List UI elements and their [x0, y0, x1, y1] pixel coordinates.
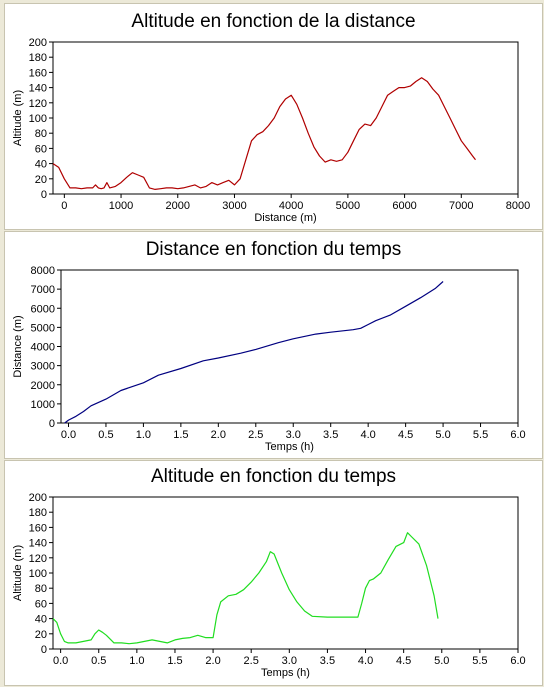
- y-tick-label: 120: [29, 98, 47, 110]
- x-tick-label: 3.0: [286, 429, 301, 441]
- y-tick-label: 180: [29, 52, 47, 64]
- x-tick-label: 1.0: [129, 655, 144, 667]
- y-tick-label: 0: [41, 189, 47, 201]
- chart-altitude-distance: Altitude en fonction de la distance 0 20 40…: [12, 11, 530, 224]
- y-tick-label: 5000: [31, 322, 55, 334]
- y-tick-label: 60: [35, 598, 47, 610]
- x-tick-label: 3000: [222, 200, 246, 212]
- y-tick-label: 8000: [31, 265, 55, 277]
- x-tick-label: 5.5: [472, 655, 487, 667]
- x-tick-label: 5.5: [473, 429, 488, 441]
- x-tick-label: 5.0: [435, 429, 450, 441]
- y-tick-label: 2000: [31, 380, 55, 392]
- y-tick-label: 20: [35, 629, 47, 641]
- y-tick-label: 4000: [31, 342, 55, 354]
- y-tick-label: 120: [29, 553, 47, 565]
- x-tick-label: 3.5: [320, 655, 335, 667]
- chart-panel-altitude-distance: Altitude en fonction de la distance 0 20 40…: [4, 3, 543, 230]
- y-tick-label: 160: [29, 67, 47, 79]
- x-tick-label: 1.0: [136, 429, 151, 441]
- x-tick-label: 1000: [109, 200, 133, 212]
- x-tick-label: 6.0: [510, 655, 525, 667]
- y-tick-label: 200: [29, 37, 47, 49]
- y-axis-label: Altitude (m): [12, 545, 24, 601]
- y-tick-label: 100: [29, 113, 47, 125]
- chart-distance-temps: Distance en fonction du temps 0 1000 2000 30…: [12, 239, 526, 453]
- y-axis-label: Altitude (m): [12, 90, 24, 146]
- x-tick-label: 4000: [279, 200, 303, 212]
- y-tick-label: 7000: [31, 284, 55, 296]
- series-line: [64, 281, 444, 424]
- x-tick-label: 4.5: [398, 429, 413, 441]
- x-tick-label: 2.0: [205, 655, 220, 667]
- plot-frame: [52, 496, 519, 650]
- chart-title: Altitude en fonction de la distance: [131, 11, 415, 32]
- x-tick-label: 2.5: [244, 655, 259, 667]
- y-tick-label: 80: [35, 583, 47, 595]
- y-tick-label: 3000: [31, 361, 55, 373]
- x-tick-label: 1.5: [173, 429, 188, 441]
- x-tick-label: 1.5: [167, 655, 182, 667]
- y-tick-label: 40: [35, 159, 47, 171]
- y-tick-label: 80: [35, 128, 47, 140]
- x-tick-label: 2.0: [211, 429, 226, 441]
- y-tick-label: 1000: [31, 399, 55, 411]
- chart-panel-altitude-temps: Altitude en fonction du temps 0 20 40 60 80 10…: [4, 460, 543, 686]
- y-tick-label: 40: [35, 614, 47, 626]
- x-tick-label: 4.0: [358, 655, 373, 667]
- y-tick-label: 140: [29, 83, 47, 95]
- x-tick-label: 7000: [449, 200, 473, 212]
- y-tick-label: 60: [35, 143, 47, 155]
- x-tick-label: 3.0: [282, 655, 297, 667]
- y-tick-label: 180: [29, 507, 47, 519]
- chart-title: Distance en fonction du temps: [146, 239, 402, 260]
- y-tick-label: 0: [41, 644, 47, 656]
- x-tick-label: 8000: [506, 200, 530, 212]
- x-tick-label: 3.5: [323, 429, 338, 441]
- x-axis-label: Temps (h): [261, 667, 310, 679]
- x-tick-label: 0.0: [61, 429, 76, 441]
- series-line: [52, 77, 476, 190]
- y-tick-label: 6000: [31, 303, 55, 315]
- y-tick-label: 0: [49, 418, 55, 430]
- y-tick-label: 20: [35, 174, 47, 186]
- x-axis-label: Temps (h): [265, 441, 314, 453]
- plot-frame: [60, 269, 519, 424]
- x-tick-label: 4.5: [396, 655, 411, 667]
- y-tick-label: 140: [29, 538, 47, 550]
- x-tick-label: 6000: [392, 200, 416, 212]
- y-tick-label: 200: [29, 492, 47, 504]
- x-tick-label: 0.5: [98, 429, 113, 441]
- x-tick-label: 2.5: [248, 429, 263, 441]
- chart-panel-distance-temps: Distance en fonction du temps 0 1000 2000 30…: [4, 231, 543, 459]
- x-tick-label: 5.0: [434, 655, 449, 667]
- x-tick-label: 0.5: [91, 655, 106, 667]
- y-tick-label: 100: [29, 568, 47, 580]
- x-tick-label: 4.0: [361, 429, 376, 441]
- y-tick-label: 160: [29, 522, 47, 534]
- x-tick-label: 2000: [166, 200, 190, 212]
- y-axis-label: Distance (m): [12, 315, 24, 377]
- chart-title: Altitude en fonction du temps: [151, 466, 396, 487]
- plot-frame: [52, 41, 519, 195]
- x-tick-label: 5000: [336, 200, 360, 212]
- x-axis-label: Distance (m): [254, 212, 316, 224]
- series-line: [52, 532, 439, 645]
- x-tick-label: 0.0: [53, 655, 68, 667]
- x-tick-label: 0: [61, 200, 67, 212]
- x-tick-label: 6.0: [510, 429, 525, 441]
- chart-altitude-temps: Altitude en fonction du temps 0 20 40 60 80 10…: [12, 466, 526, 679]
